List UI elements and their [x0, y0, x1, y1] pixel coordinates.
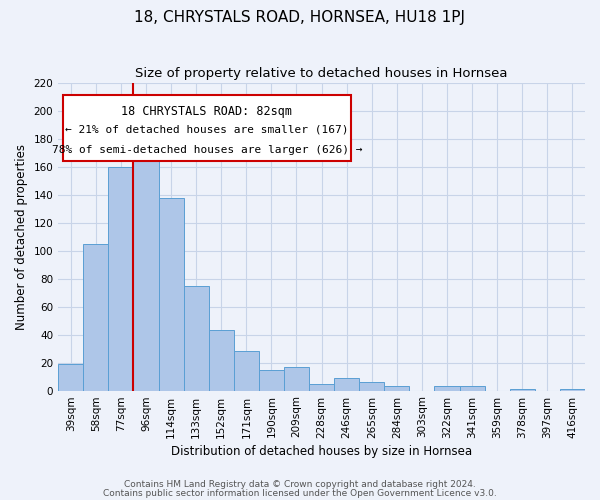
Bar: [359, 382, 385, 390]
Y-axis label: Number of detached properties: Number of detached properties: [15, 144, 28, 330]
Bar: [184, 286, 209, 391]
Bar: [109, 167, 133, 390]
Bar: [209, 330, 234, 390]
Bar: [259, 370, 284, 390]
FancyBboxPatch shape: [64, 96, 350, 162]
Bar: [158, 198, 184, 390]
Bar: [309, 384, 334, 390]
Bar: [434, 386, 460, 390]
Bar: [385, 386, 409, 390]
Text: 18, CHRYSTALS ROAD, HORNSEA, HU18 1PJ: 18, CHRYSTALS ROAD, HORNSEA, HU18 1PJ: [134, 10, 466, 25]
Title: Size of property relative to detached houses in Hornsea: Size of property relative to detached ho…: [136, 68, 508, 80]
Text: 18 CHRYSTALS ROAD: 82sqm: 18 CHRYSTALS ROAD: 82sqm: [121, 104, 292, 118]
Bar: [133, 146, 158, 390]
Bar: [234, 352, 259, 391]
Bar: [58, 364, 83, 390]
Bar: [510, 389, 535, 390]
Text: Contains HM Land Registry data © Crown copyright and database right 2024.: Contains HM Land Registry data © Crown c…: [124, 480, 476, 489]
Text: Contains public sector information licensed under the Open Government Licence v3: Contains public sector information licen…: [103, 490, 497, 498]
Text: 78% of semi-detached houses are larger (626) →: 78% of semi-detached houses are larger (…: [52, 144, 362, 154]
Bar: [83, 244, 109, 390]
Bar: [560, 389, 585, 390]
Text: ← 21% of detached houses are smaller (167): ← 21% of detached houses are smaller (16…: [65, 124, 349, 134]
Bar: [334, 378, 359, 390]
Bar: [284, 367, 309, 390]
Bar: [460, 386, 485, 390]
X-axis label: Distribution of detached houses by size in Hornsea: Distribution of detached houses by size …: [171, 444, 472, 458]
